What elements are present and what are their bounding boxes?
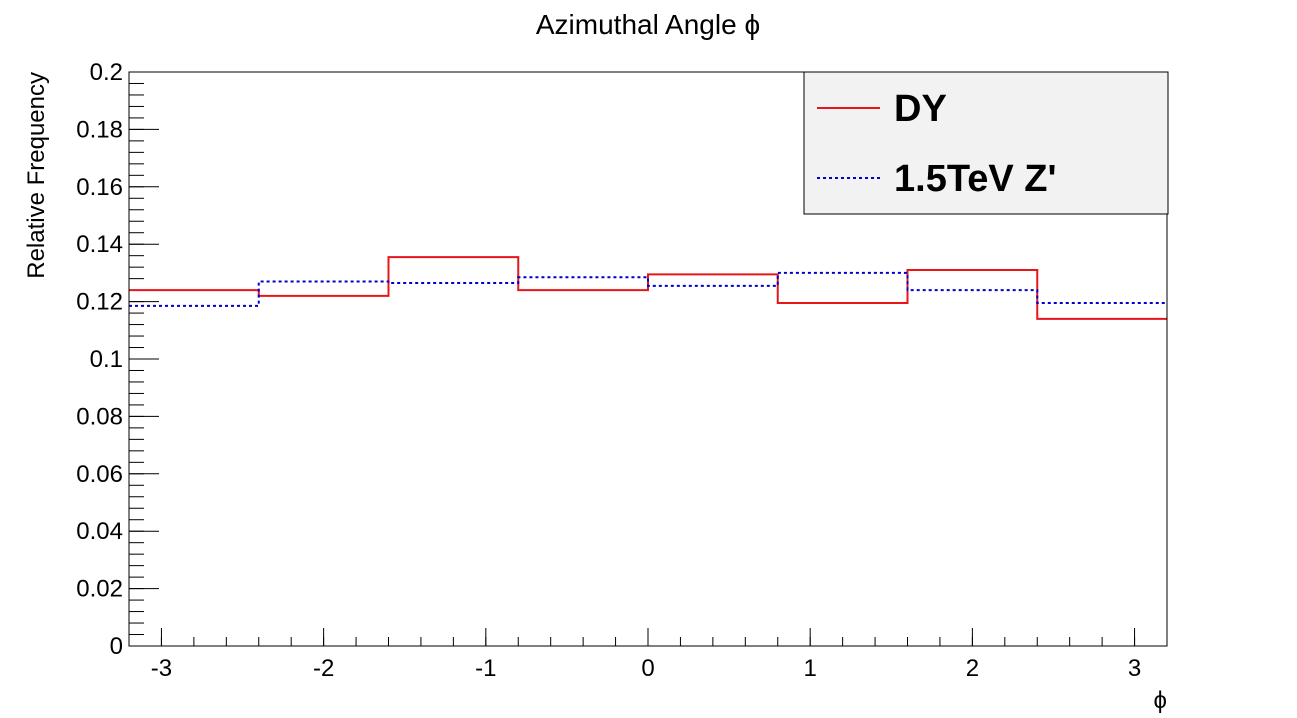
x-tick-label: -2 — [313, 655, 334, 682]
x-tick-label: 1 — [804, 655, 817, 682]
x-tick-label: 2 — [966, 655, 979, 682]
x-tick-label: -1 — [475, 655, 496, 682]
y-tick-label: 0.14 — [76, 231, 123, 258]
y-tick-label: 0.1 — [90, 346, 123, 373]
y-tick-label: 0.16 — [76, 174, 123, 201]
x-axis-title: ϕ — [1154, 687, 1167, 714]
y-tick-label: 0.08 — [76, 403, 123, 430]
chart-title: Azimuthal Angle ϕ — [536, 9, 760, 40]
axis-ticks: 0 0.02 0.04 0.06 0.08 0.1 0.12 0.14 0.16 0.18 0.2 -… — [76, 59, 1168, 682]
legend-box — [803, 71, 1169, 215]
y-tick-label: 0.18 — [76, 116, 123, 143]
x-tick-label: 3 — [1128, 655, 1141, 682]
legend-label: DY — [894, 88, 947, 130]
y-tick-label: 0.04 — [76, 518, 123, 545]
x-tick-label: 0 — [641, 655, 654, 682]
y-tick-label: 0 — [110, 633, 123, 660]
y-tick-label: 0.02 — [76, 576, 123, 603]
legend-label: 1.5TeV Z' — [894, 158, 1057, 200]
y-tick-label: 0.12 — [76, 289, 123, 316]
x-tick-label: -3 — [151, 655, 172, 682]
y-tick-label: 0.06 — [76, 461, 123, 488]
y-tick-label: 0.2 — [90, 59, 123, 86]
series-0-line — [129, 256, 1167, 320]
series-1-line — [129, 271, 1167, 307]
legend: DY 1.5TeV Z' — [803, 71, 1169, 215]
plot-frame — [128, 71, 1168, 647]
y-axis-title: Relative Frequency — [23, 72, 50, 279]
series-layer — [129, 256, 1167, 320]
